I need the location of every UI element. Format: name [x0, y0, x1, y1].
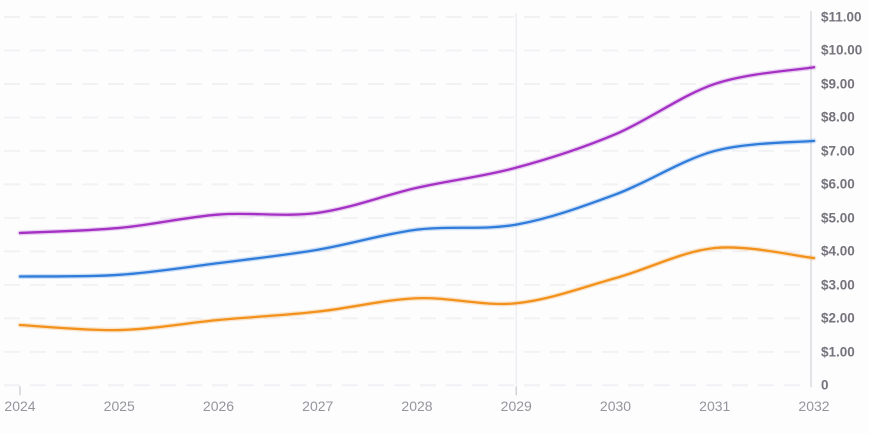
x-axis-tick-label: 2027: [302, 398, 334, 414]
orange-series-line: [18, 246, 816, 332]
x-axis-tick-label: 2032: [798, 398, 830, 414]
y-axis-tick-label: $10.00: [821, 42, 863, 58]
purple-series-line: [18, 66, 816, 235]
x-axis-tick-label: 2028: [401, 398, 433, 414]
x-axis-tick-label: 2026: [202, 398, 235, 414]
y-axis-tick-label: $1.00: [821, 344, 855, 360]
y-axis-tick-label: $5.00: [821, 210, 855, 226]
blue-series-halo: [17, 138, 817, 279]
y-axis-tick-label: $2.00: [821, 310, 855, 326]
y-axis-tick-label: $9.00: [821, 76, 855, 92]
y-axis-tick-label: $7.00: [821, 143, 855, 159]
x-axis-tick-label: 2025: [103, 398, 135, 414]
x-axis-tick-label: 2030: [599, 398, 632, 414]
x-axis-tick-label: 2031: [699, 398, 731, 414]
y-axis-tick-label: 0: [821, 377, 829, 393]
y-axis-tick-label: $11.00: [821, 9, 862, 25]
blue-series-line: [18, 139, 816, 278]
y-axis-tick-label: $8.00: [821, 109, 855, 125]
y-axis-tick-label: $4.00: [821, 243, 855, 259]
y-axis-tick-label: $6.00: [821, 176, 855, 192]
x-axis-tick-label: 2024: [4, 398, 36, 414]
x-axis-tick-label: 2029: [500, 398, 532, 414]
y-axis-tick-label: $3.00: [821, 277, 855, 293]
